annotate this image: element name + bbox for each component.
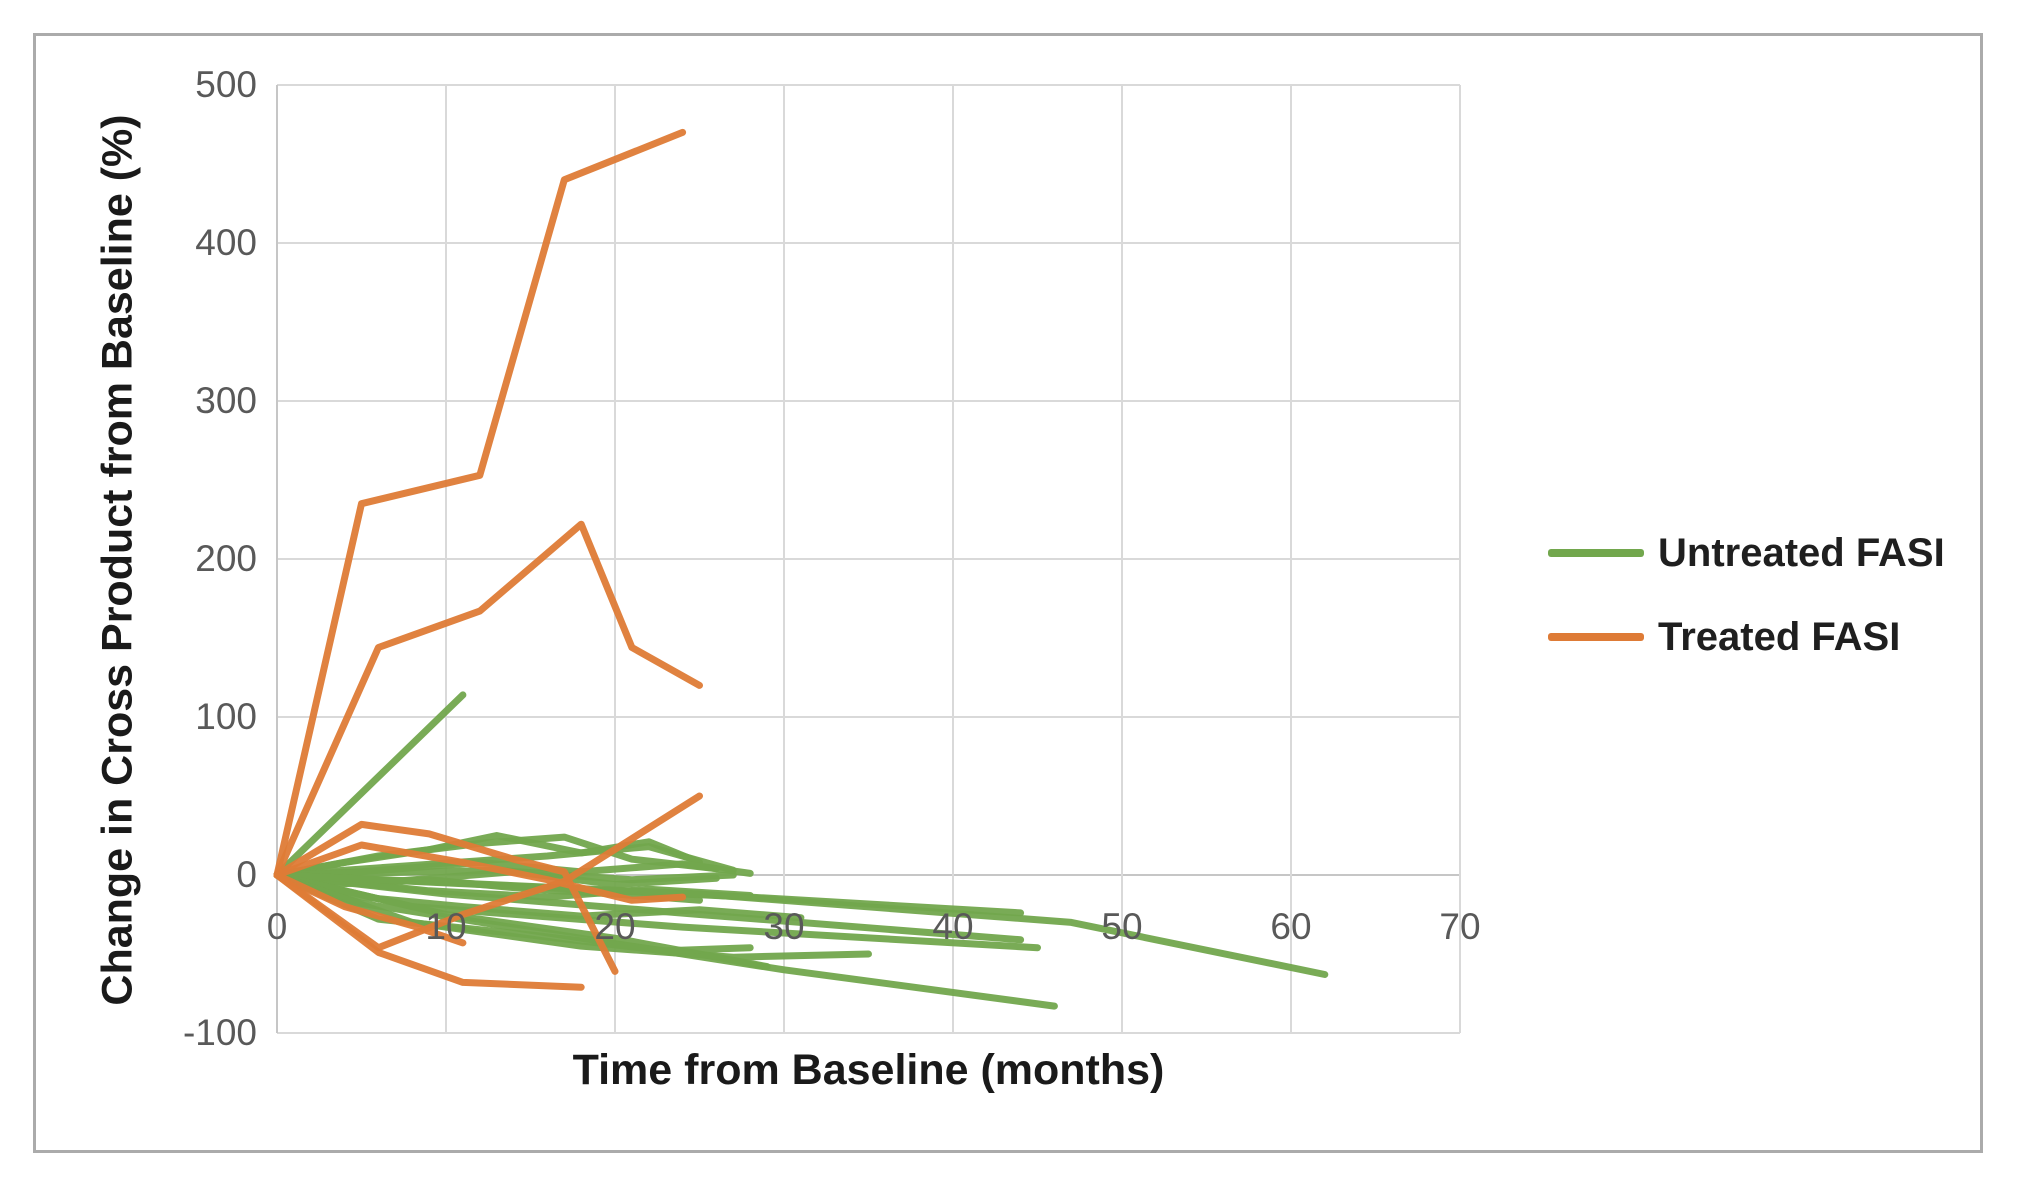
x-tick-label-40: 40 [932,906,974,947]
legend-label-untreated: Untreated FASI [1658,530,1945,575]
y-tick-label-0: 0 [236,854,257,895]
untreated-fasi-line [273,691,467,879]
legend-label-treated: Treated FASI [1658,614,1901,659]
x-tick-label-50: 50 [1101,906,1143,947]
untreated-fasi-line [273,871,872,961]
x-tick-label-60: 60 [1270,906,1312,947]
treated-fasi-line [273,841,687,904]
y-tick-label-100: 100 [195,696,257,737]
treated-fasi-line [273,520,703,879]
x-tick-label-10: 10 [425,906,467,947]
untreated-series-swatch [1548,549,1644,557]
x-tick-label-20: 20 [594,906,636,947]
y-tick-label-300: 300 [195,380,257,421]
treated-fasi-line [273,871,585,991]
figure-border [33,33,1983,1153]
y-tick-label-500: 500 [195,64,257,105]
x-tick-label-0: 0 [266,906,288,947]
treated-fasi-line [273,128,687,879]
y-axis-title: Change in Cross Product from Baseline (%… [93,114,142,1006]
y-tick-label-400: 400 [195,222,257,263]
treated-series-swatch [1548,633,1644,641]
x-tick-label-70: 70 [1439,906,1481,947]
untreated-fasi-line [273,871,1025,944]
y-tick-label--100: -100 [182,1012,257,1053]
x-tick-label-30: 30 [763,906,805,947]
legend-item-untreated-fasi: Untreated FASI [1548,521,1945,585]
legend-item-treated-fasi: Treated FASI [1548,605,1900,669]
x-axis-title: Time from Baseline (months) [572,1046,1165,1094]
untreated-fasi-line [273,871,1329,978]
untreated-fasi-line [273,833,720,879]
y-tick-label-200: 200 [195,538,257,579]
treated-fasi-line [273,871,467,947]
